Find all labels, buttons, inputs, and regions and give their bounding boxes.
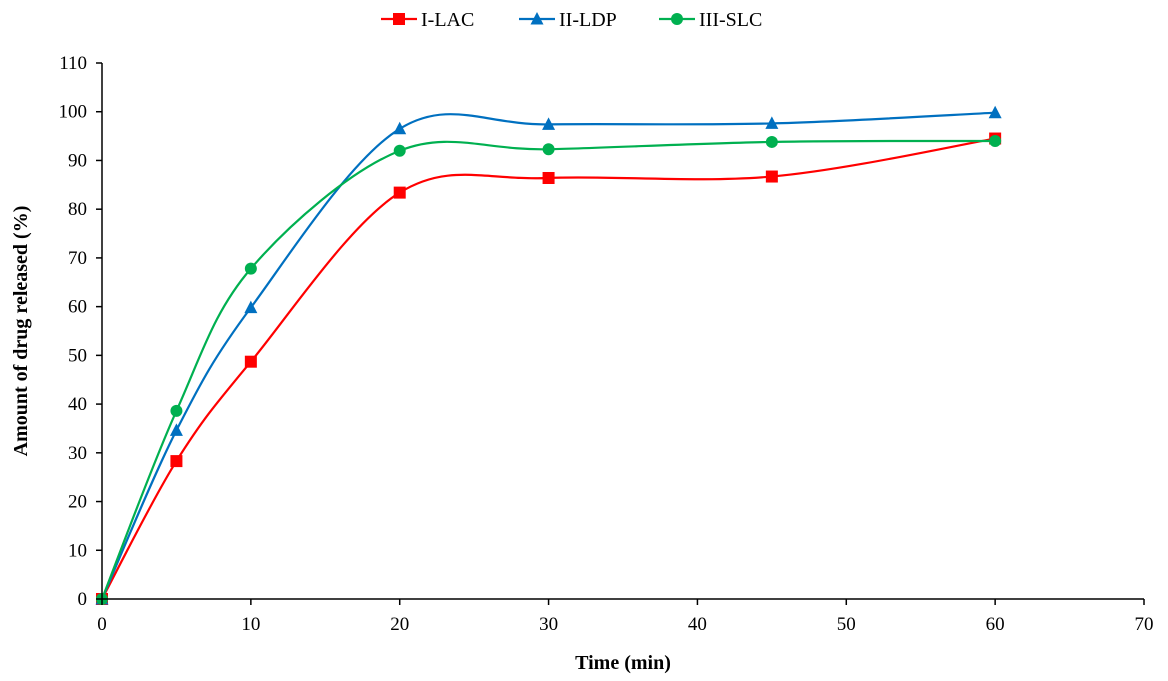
x-tick-label: 60 [986,614,1005,635]
data-point [169,423,183,436]
y-tick-label: 60 [68,297,87,318]
data-point [542,143,555,156]
data-point [765,116,779,129]
legend-marker [671,13,683,25]
data-point [989,134,1002,147]
data-point [244,300,258,314]
y-tick-label: 40 [68,394,87,415]
x-ticks: 0 10 20 30 40 50 60 70 [97,599,1154,635]
y-tick-label: 30 [68,443,87,464]
x-tick-label: 50 [837,614,856,635]
data-point [765,135,778,148]
x-tick-label: 40 [688,614,707,635]
y-tick-label: 70 [68,248,87,269]
data-point [244,355,257,368]
y-tick-label: 20 [68,492,87,513]
y-tick-label: 100 [59,102,88,123]
data-point [542,171,555,184]
legend-item: II-LDP [519,9,617,31]
y-axis-title: Amount of drug released (%) [10,206,32,457]
x-tick-label: 30 [539,614,558,635]
data-point [988,105,1002,119]
x-tick-label: 20 [390,614,409,635]
data-point [542,117,556,130]
data-point [393,186,406,199]
y-tick-label: 110 [59,53,87,74]
series-layer [95,105,1002,605]
x-axis-title: Time (min) [575,652,671,674]
legend: I-LAC II-LDP III-SLC [381,9,762,31]
legend-item: III-SLC [659,9,762,31]
data-point [170,404,183,417]
data-point [393,121,407,135]
legend-label: III-SLC [699,9,762,31]
legend-label: I-LAC [421,9,474,31]
data-point [170,455,183,468]
plot-area: 0 10 20 30 40 50 60 70 0 10 20 30 40 50 60 70 80 90 100 11… [59,53,1154,635]
series-ii-ldp [95,105,1002,605]
y-tick-label: 10 [68,540,87,561]
y-tick-label: 80 [68,199,87,220]
data-point [765,170,778,183]
series-line [101,137,996,600]
legend-marker [530,12,544,25]
x-tick-label: 0 [97,614,107,635]
x-tick-label: 70 [1135,614,1154,635]
legend-label: II-LDP [559,9,617,31]
series-line [100,111,996,600]
x-tick-label: 10 [241,614,260,635]
legend-marker [393,13,405,25]
data-point [244,262,257,275]
y-tick-label: 0 [78,589,88,610]
series-line [100,139,996,600]
data-point [393,144,406,157]
legend-item: I-LAC [381,9,474,31]
series-iii-slc [96,134,1002,605]
y-tick-label: 90 [68,150,87,171]
series-i-lac [96,132,1002,605]
y-tick-label: 50 [68,345,87,366]
y-ticks: 0 10 20 30 40 50 60 70 80 90 100 110 [59,53,102,610]
